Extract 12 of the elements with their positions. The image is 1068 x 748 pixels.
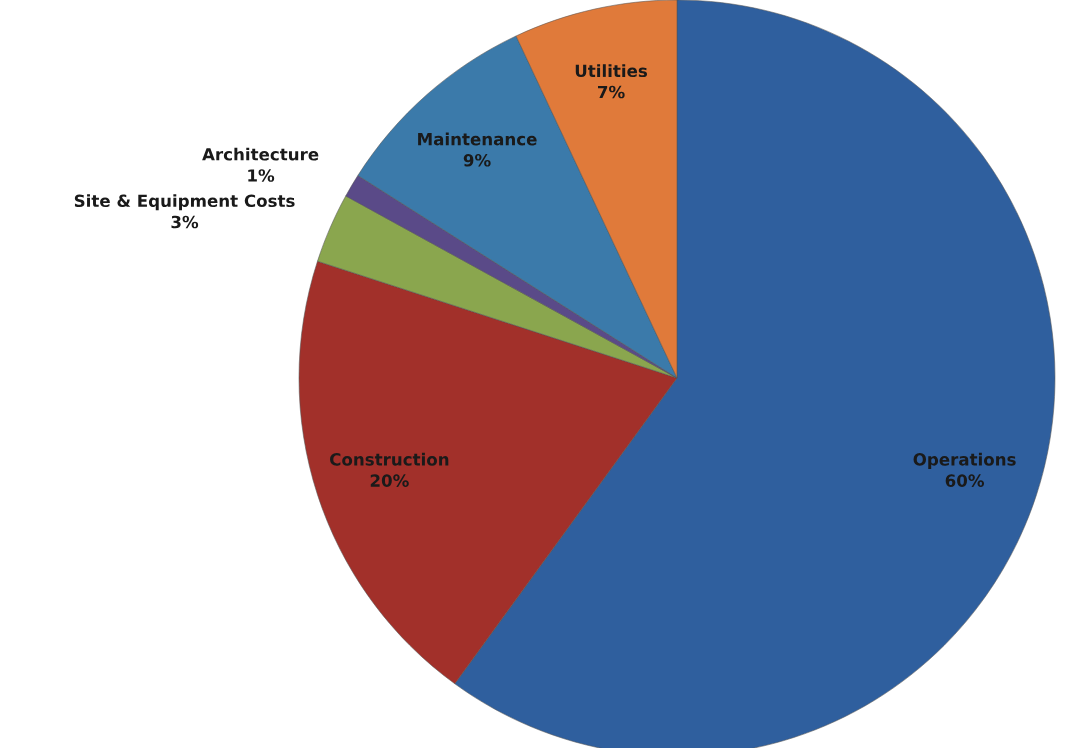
- data-label: 20%: [370, 474, 409, 487]
- slice-label: Architecture: [202, 147, 319, 161]
- data-label: 60%: [945, 474, 985, 487]
- data-label: 3%: [171, 215, 199, 229]
- data-label: 7%: [598, 85, 625, 99]
- slice-label: Operations: [913, 452, 1016, 469]
- data-label: 1%: [248, 169, 275, 182]
- slice-label: Site & Equipment Costs: [74, 194, 295, 211]
- data-label: 9%: [463, 153, 491, 167]
- slice-label: Utilities: [575, 64, 648, 78]
- slice-label: Construction: [330, 452, 449, 466]
- slice-label: Maintenance: [418, 132, 537, 146]
